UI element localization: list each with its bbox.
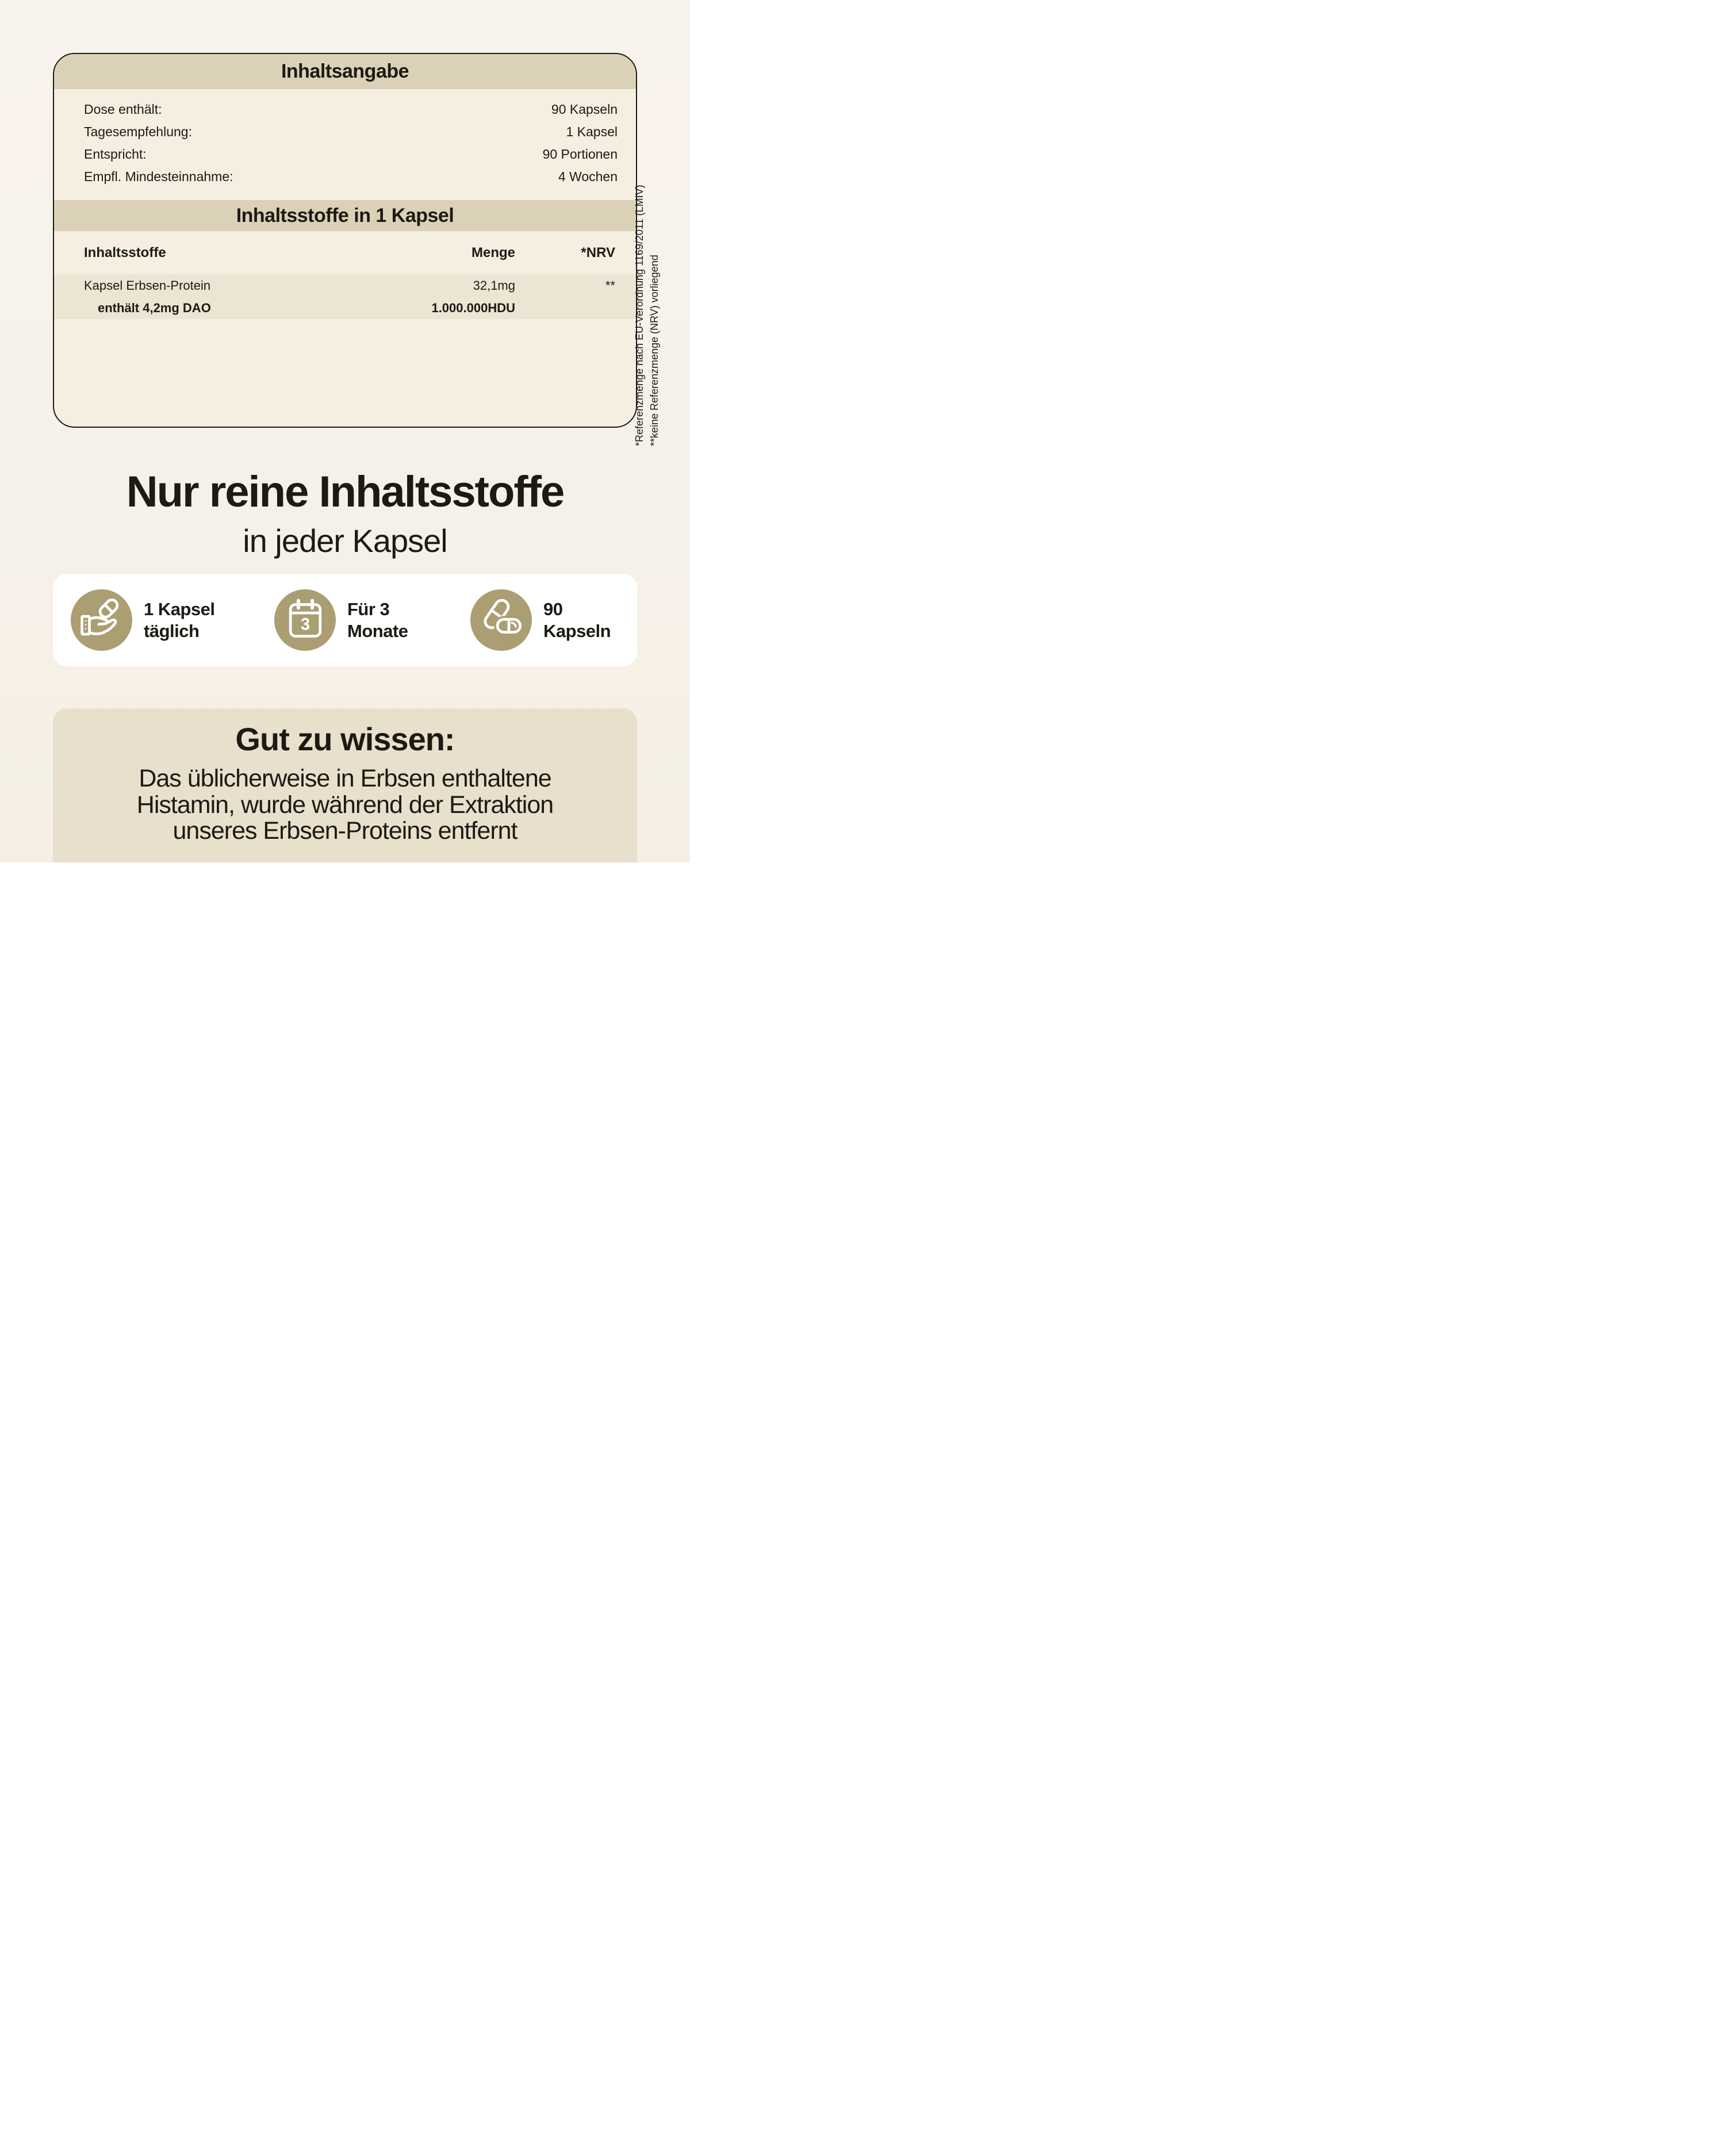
info-box-title: Gut zu wissen: [235, 721, 455, 757]
info-box: Gut zu wissen: Das üblicherweise in Erbs… [53, 708, 637, 862]
page-subtitle: in jeder Kapsel [243, 523, 447, 559]
capsules-icon [470, 589, 532, 651]
column-nrv: *NRV [581, 244, 615, 260]
table-row: Kapsel Erbsen-Protein 32,1mg ** [54, 274, 636, 297]
info-value: 1 Kapsel [566, 124, 618, 139]
ingredient-name: Kapsel Erbsen-Protein [84, 278, 211, 293]
feature-item-duration: 3 Für 3 Monate [274, 574, 408, 666]
ingredient-amount: 1.000.000HDU [431, 300, 515, 315]
info-box-body: Das üblicherweise in Erbsen enthaltene H… [76, 765, 614, 845]
ingredient-amount: 32,1mg [473, 278, 515, 293]
info-value: 90 Portionen [542, 147, 618, 162]
ingredient-rows: Kapsel Erbsen-Protein 32,1mg ** enthält … [54, 274, 636, 319]
feature-label: Für 3 Monate [347, 599, 408, 641]
info-row: Empfl. Mindesteinnahme: 4 Wochen [84, 166, 618, 188]
info-row: Tagesempfehlung: 1 Kapsel [84, 121, 618, 143]
column-amount: Menge [471, 244, 515, 260]
features-card: 1 Kapsel täglich 3 Für 3 Monate [53, 574, 637, 666]
info-label: Dose enthält: [84, 102, 162, 117]
info-row: Entspricht: 90 Portionen [84, 143, 618, 166]
ingredient-nrv: ** [605, 278, 615, 293]
info-box-line: Histamin, wurde während der Extraktion [136, 791, 554, 819]
info-label: Entspricht: [84, 147, 147, 162]
info-label: Tagesempfehlung: [84, 124, 192, 139]
page-title: Nur reine Inhaltsstoffe [126, 467, 565, 516]
info-row: Dose enthält: 90 Kapseln [84, 98, 618, 121]
section-title: Inhaltsstoffe in 1 Kapsel [236, 204, 454, 227]
info-box-line: Das üblicherweise in Erbsen enthaltene [139, 765, 551, 792]
calendar-icon: 3 [274, 589, 336, 651]
supplement-label-page: Inhaltsangabe Dose enthält: 90 Kapseln T… [0, 0, 690, 862]
table-row: enthält 4,2mg DAO 1.000.000HDU [54, 297, 636, 319]
facts-table-card: Inhaltsangabe Dose enthält: 90 Kapseln T… [53, 53, 637, 428]
info-value: 90 Kapseln [551, 102, 618, 117]
table-footnotes: *Referenzmenge nach EU-Verordnung 1169/2… [632, 143, 662, 446]
column-name: Inhaltsstoffe [84, 244, 166, 260]
footnote-line: **keine Referenzmenge (NRV) vorliegend [649, 255, 660, 446]
feature-item-count: 90 Kapseln [470, 574, 611, 666]
info-label: Empfl. Mindesteinnahme: [84, 169, 233, 184]
ingredient-name: enthält 4,2mg DAO [98, 300, 211, 315]
feature-label: 1 Kapsel täglich [144, 599, 215, 641]
facts-title-band: Inhaltsangabe [54, 54, 636, 89]
info-rows: Dose enthält: 90 Kapseln Tagesempfehlung… [54, 89, 636, 188]
feature-label: 90 Kapseln [543, 599, 611, 641]
column-header-row: Inhaltsstoffe Menge *NRV [54, 231, 636, 274]
section-title-band: Inhaltsstoffe in 1 Kapsel [54, 200, 636, 231]
info-value: 4 Wochen [558, 169, 618, 184]
hand-pill-icon [71, 589, 132, 651]
calendar-number: 3 [300, 615, 309, 634]
facts-title: Inhaltsangabe [281, 60, 409, 82]
feature-item-daily-dose: 1 Kapsel täglich [71, 574, 215, 666]
footnote-line: *Referenzmenge nach EU-Verordnung 1169/2… [634, 185, 645, 446]
info-box-line: unseres Erbsen-Proteins entfernt [172, 817, 518, 845]
